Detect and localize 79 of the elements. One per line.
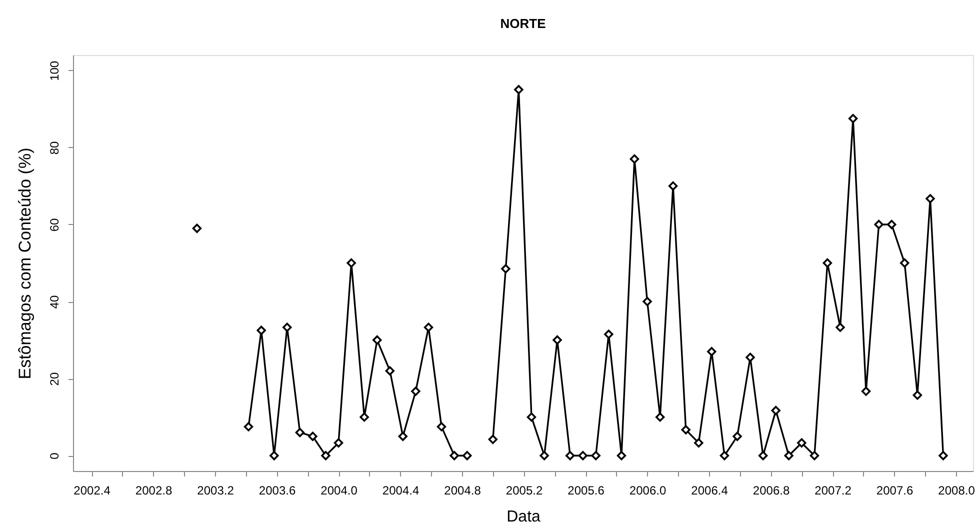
x-tick-label: 2007.2 [814, 484, 852, 498]
point [630, 154, 640, 164]
point [321, 450, 330, 460]
point [861, 386, 871, 396]
point [938, 450, 948, 460]
x-tick-label: 2006.4 [691, 484, 728, 498]
point [810, 450, 820, 460]
point [848, 114, 858, 124]
point [270, 450, 279, 460]
y-tick-label: 60 [48, 218, 62, 232]
point [668, 181, 678, 191]
point [642, 296, 652, 306]
y-tick-label: 0 [48, 452, 62, 460]
point [887, 220, 896, 230]
point [720, 450, 730, 460]
point [308, 432, 318, 441]
point [591, 450, 600, 460]
point [694, 438, 704, 448]
point [758, 450, 768, 460]
x-tick-label: 2008.0 [938, 484, 975, 498]
point [912, 390, 922, 400]
point [900, 258, 910, 268]
y-tick-label: 40 [48, 295, 62, 309]
y-tick-label: 80 [48, 140, 62, 155]
point [797, 438, 806, 448]
point [540, 450, 549, 460]
y-axis-title: Estômagos com Conteúdo (%) [16, 148, 34, 380]
x-tick-label: 2004.4 [382, 484, 420, 498]
point [565, 450, 575, 460]
point [424, 322, 434, 332]
x-tick-label: 2006.8 [752, 484, 790, 498]
point [822, 258, 832, 268]
point [282, 322, 292, 332]
point [746, 352, 755, 362]
point [784, 450, 794, 460]
point [655, 412, 665, 422]
point [360, 412, 369, 422]
point [514, 85, 524, 94]
x-tick-label: 2003.2 [197, 484, 234, 498]
point [244, 422, 254, 432]
point [836, 322, 845, 332]
point [462, 450, 472, 460]
chart-title: NORTE [500, 16, 546, 31]
y-tick-label: 20 [48, 372, 62, 386]
point [771, 406, 780, 416]
point [450, 450, 459, 460]
point [501, 264, 510, 274]
x-tick-label: 2004.0 [320, 484, 358, 498]
point [436, 422, 446, 432]
point [488, 434, 498, 444]
x-tick-label: 2005.2 [506, 484, 543, 498]
point [874, 220, 884, 230]
point [398, 432, 408, 441]
point [926, 194, 935, 204]
point [732, 432, 742, 441]
point [411, 386, 420, 396]
point [295, 428, 305, 438]
point [552, 335, 562, 345]
point [578, 450, 588, 460]
point [681, 425, 690, 434]
point [526, 412, 536, 422]
x-tick-label: 2002.8 [135, 484, 172, 498]
point [192, 224, 202, 233]
y-tick-label: 100 [48, 60, 62, 81]
point [385, 366, 395, 376]
x-axis-title: Data [506, 508, 540, 526]
point [616, 450, 626, 460]
point [334, 438, 344, 448]
point [346, 258, 356, 268]
x-tick-label: 2006.0 [629, 484, 666, 498]
x-tick-label: 2005.6 [568, 484, 605, 498]
point [256, 326, 266, 336]
point [372, 335, 382, 345]
point [604, 330, 614, 339]
x-tick-label: 2004.8 [444, 484, 482, 498]
point [707, 346, 716, 356]
x-tick-label: 2003.6 [258, 484, 296, 498]
x-tick-label: 2007.6 [876, 484, 914, 498]
x-tick-label: 2002.4 [74, 484, 111, 498]
